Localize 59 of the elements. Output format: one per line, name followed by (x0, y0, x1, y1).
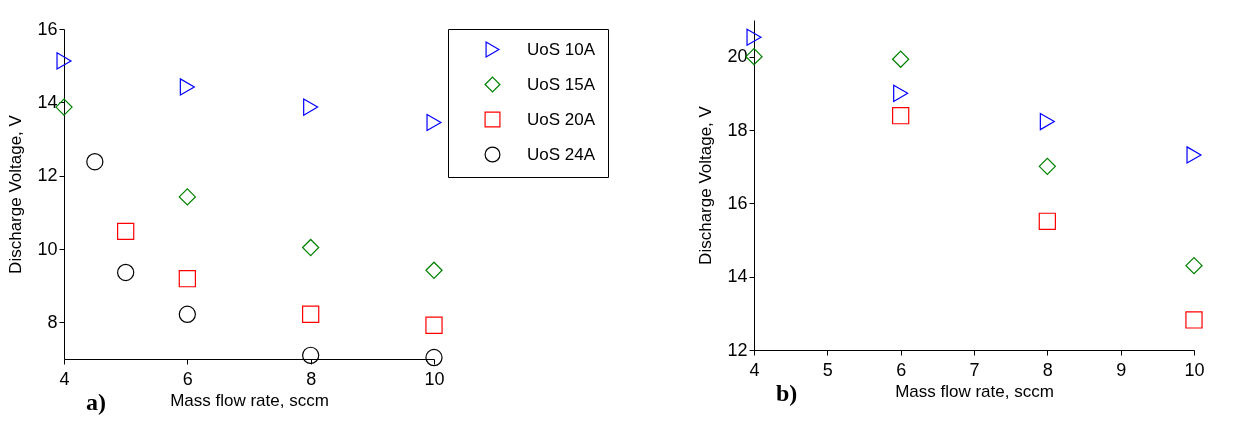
point (55, 98, 73, 116)
y-tick-label: 18 (727, 119, 748, 140)
legend-label: UoS 24A (527, 144, 596, 164)
text: b) (776, 380, 798, 406)
point (892, 50, 910, 68)
y-tick-label: 10 (37, 238, 58, 259)
point (1039, 112, 1055, 131)
point (302, 346, 320, 364)
x-tick-label: 4 (59, 368, 70, 389)
y-tick-label: 12 (727, 339, 748, 360)
y-tick-label: 16 (727, 192, 748, 213)
point (1038, 157, 1056, 175)
point (426, 113, 442, 132)
point (302, 238, 320, 257)
point (117, 263, 135, 282)
x-axis-title: Mass flow rate, sccm (170, 390, 329, 410)
point (179, 78, 195, 96)
point (1186, 146, 1202, 164)
point (746, 28, 762, 46)
point (178, 305, 196, 323)
x-axis-title: Mass flow rate, sccm (895, 381, 1054, 401)
point (303, 98, 319, 116)
point (425, 316, 443, 334)
y-tick-label: 14 (727, 266, 748, 287)
x-tick-label: 8 (306, 368, 317, 389)
y-tick-label: 12 (37, 165, 58, 186)
point (745, 48, 763, 66)
point (1038, 212, 1056, 230)
point (178, 270, 196, 288)
x-tick-label: 6 (896, 359, 907, 380)
x-tick-label: 10 (1184, 359, 1205, 380)
x-tick-label: 5 (822, 359, 833, 380)
x-tick-label: 8 (1042, 359, 1053, 380)
point (178, 188, 196, 206)
y-tick-label: 20 (727, 46, 748, 67)
x-tick-label: 9 (1116, 359, 1127, 380)
text: a) (86, 389, 106, 415)
x-tick-label: 10 (424, 368, 445, 389)
point (425, 261, 443, 279)
y-tick-label: 14 (37, 91, 58, 112)
point (892, 107, 910, 125)
legend-label: UoS 20A (527, 109, 596, 129)
point (425, 348, 443, 367)
point (1185, 311, 1203, 329)
point (893, 84, 909, 102)
y-axis-title: Discharge Voltage, V (6, 114, 26, 274)
y-tick-label: 16 (37, 18, 58, 39)
y-axis-title: Discharge Voltage, V (696, 105, 716, 265)
x-tick-label: 6 (182, 368, 193, 389)
legend-label: UoS 15A (527, 74, 596, 94)
point (56, 52, 72, 70)
point (302, 305, 320, 323)
point (86, 153, 104, 171)
x-tick-label: 7 (969, 359, 980, 380)
y-tick-label: 8 (47, 311, 58, 332)
point (1185, 257, 1203, 275)
legend-label: UoS 10A (527, 39, 596, 59)
point (117, 222, 135, 241)
x-tick-label: 4 (749, 359, 760, 380)
